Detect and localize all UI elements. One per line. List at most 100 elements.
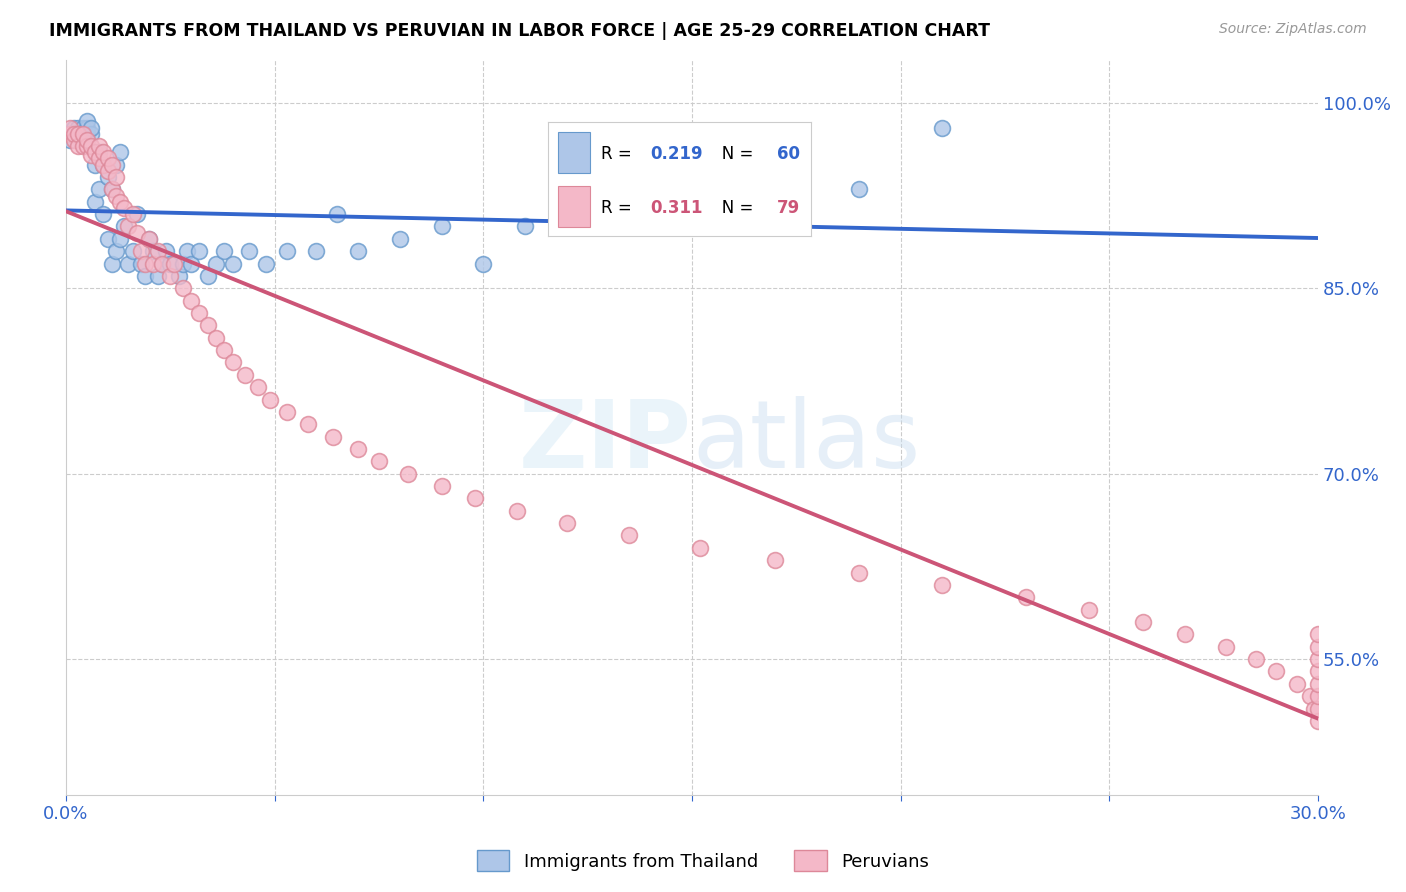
Point bbox=[129, 256, 152, 270]
Point bbox=[555, 516, 578, 530]
Point bbox=[848, 182, 870, 196]
Point bbox=[134, 256, 156, 270]
Point bbox=[322, 429, 344, 443]
Point bbox=[259, 392, 281, 407]
Point bbox=[388, 232, 411, 246]
Point bbox=[1308, 714, 1330, 728]
Point bbox=[765, 194, 787, 209]
Point bbox=[76, 133, 98, 147]
Point bbox=[100, 182, 122, 196]
Point bbox=[89, 182, 111, 196]
Point bbox=[254, 256, 277, 270]
Point bbox=[396, 467, 419, 481]
Point bbox=[112, 219, 135, 234]
Point bbox=[104, 169, 127, 184]
Point bbox=[1265, 665, 1288, 679]
Point bbox=[205, 331, 228, 345]
Point bbox=[167, 268, 190, 283]
Point bbox=[63, 133, 86, 147]
Point bbox=[1308, 627, 1330, 641]
Point bbox=[67, 139, 90, 153]
Point bbox=[150, 256, 173, 270]
Point bbox=[176, 244, 198, 259]
Point bbox=[464, 491, 486, 506]
Point bbox=[197, 318, 219, 333]
Point bbox=[84, 145, 107, 160]
Point bbox=[159, 268, 181, 283]
Point bbox=[430, 219, 453, 234]
Point bbox=[472, 256, 495, 270]
Point bbox=[1286, 677, 1309, 691]
Point bbox=[1308, 677, 1330, 691]
Point bbox=[1174, 627, 1197, 641]
Point bbox=[100, 158, 122, 172]
Point bbox=[276, 405, 298, 419]
Point bbox=[689, 541, 711, 555]
Point bbox=[76, 127, 98, 141]
Point bbox=[96, 152, 118, 166]
Point bbox=[305, 244, 328, 259]
Point bbox=[347, 244, 370, 259]
Point bbox=[238, 244, 260, 259]
Point bbox=[1308, 701, 1330, 715]
Point bbox=[72, 120, 94, 135]
Point bbox=[134, 268, 156, 283]
Point bbox=[159, 256, 181, 270]
Point bbox=[1308, 689, 1330, 703]
Point bbox=[146, 268, 169, 283]
Point bbox=[121, 207, 143, 221]
Point bbox=[84, 158, 107, 172]
Point bbox=[104, 244, 127, 259]
Point bbox=[93, 145, 115, 160]
Point bbox=[1015, 591, 1038, 605]
Point bbox=[59, 133, 82, 147]
Point bbox=[84, 194, 107, 209]
Point bbox=[430, 479, 453, 493]
Point bbox=[129, 244, 152, 259]
Point bbox=[205, 256, 228, 270]
Point bbox=[121, 244, 143, 259]
Point bbox=[233, 368, 256, 382]
Point bbox=[117, 256, 139, 270]
Point bbox=[72, 139, 94, 153]
Point bbox=[347, 442, 370, 456]
Point bbox=[93, 158, 115, 172]
Point bbox=[172, 256, 194, 270]
Point bbox=[63, 120, 86, 135]
Point bbox=[513, 219, 536, 234]
Point bbox=[1308, 640, 1330, 654]
Point bbox=[1308, 665, 1330, 679]
Text: ZIP: ZIP bbox=[519, 396, 692, 488]
Point bbox=[89, 145, 111, 160]
Point bbox=[1132, 615, 1154, 629]
Point bbox=[80, 120, 103, 135]
Point bbox=[59, 120, 82, 135]
Point bbox=[142, 256, 165, 270]
Legend: Immigrants from Thailand, Peruvians: Immigrants from Thailand, Peruvians bbox=[470, 843, 936, 879]
Point bbox=[108, 232, 131, 246]
Point bbox=[93, 207, 115, 221]
Point bbox=[100, 182, 122, 196]
Point bbox=[138, 232, 160, 246]
Point bbox=[108, 194, 131, 209]
Point bbox=[59, 127, 82, 141]
Point bbox=[93, 158, 115, 172]
Point bbox=[1215, 640, 1237, 654]
Point bbox=[197, 268, 219, 283]
Point bbox=[326, 207, 349, 221]
Point bbox=[1303, 701, 1326, 715]
Point bbox=[163, 256, 186, 270]
Point bbox=[214, 343, 236, 357]
Point bbox=[848, 566, 870, 580]
Point bbox=[180, 293, 202, 308]
Point bbox=[619, 528, 641, 542]
Point bbox=[67, 120, 90, 135]
Point bbox=[1077, 602, 1099, 616]
Point bbox=[125, 207, 148, 221]
Text: Source: ZipAtlas.com: Source: ZipAtlas.com bbox=[1219, 22, 1367, 37]
Point bbox=[89, 139, 111, 153]
Point bbox=[96, 169, 118, 184]
Point bbox=[555, 194, 578, 209]
Point bbox=[180, 256, 202, 270]
Point bbox=[63, 127, 86, 141]
